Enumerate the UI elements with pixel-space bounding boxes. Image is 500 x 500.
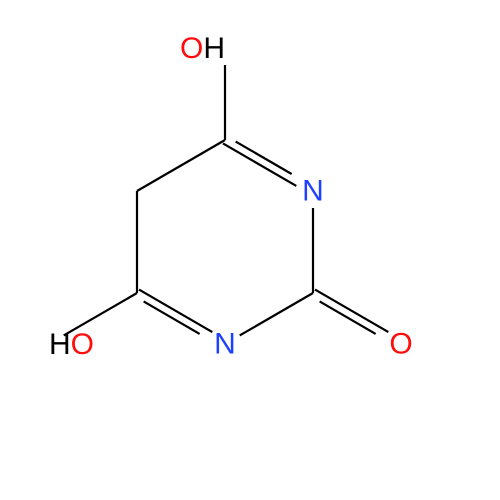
atom-label-N_right: N [302,175,324,208]
bond-C_br-N_bottom [240,293,313,335]
bond-C_top-N_right [223,143,296,185]
atom-label-OH_bl: HO [49,328,94,361]
molecule-diagram: N N O OH HO [0,0,500,500]
atom-label-O_dbl: O [389,328,412,361]
bond-C_br-O_dbl [315,290,388,332]
bond-C_left-C_top [137,140,225,191]
bonds-layer [64,65,389,335]
atom-label-N_bottom: N [214,328,236,361]
bond-N_bottom-C_bl [139,290,212,332]
atom-label-OH_top: OH [180,32,225,65]
